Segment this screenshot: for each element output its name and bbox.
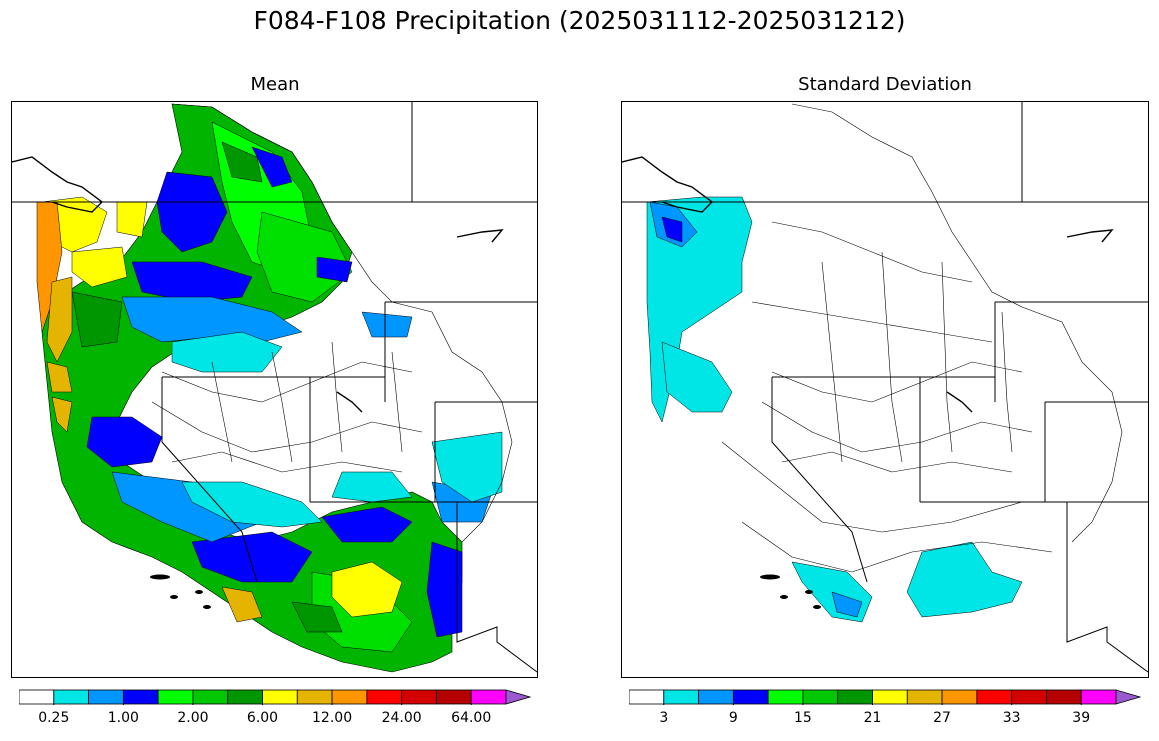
std-colorbar-bin (732, 689, 769, 705)
std-colorbar-bin (767, 689, 804, 705)
mean-colorbar-bin (505, 689, 532, 705)
mean-state-boundaries (12, 102, 537, 673)
std-colorbar-bin (837, 689, 873, 705)
std-colorbar (628, 689, 1142, 705)
mean-colorbar-label: 12.00 (312, 710, 353, 726)
mean-colorbar-labels: 0.25 1.00 2.00 6.00 12.00 24.00 64.00 (19, 710, 531, 730)
mean-colorbar-bin (470, 689, 507, 705)
std-colorbar-bin (698, 689, 734, 705)
mean-colorbar-bin (227, 689, 263, 705)
std-colorbar-label: 9 (728, 710, 738, 726)
mean-colorbar-bin (192, 689, 229, 705)
std-colorbar-bin (663, 689, 699, 705)
std-colorbar-bin (1046, 689, 1082, 705)
mean-colorbar-bin (262, 689, 298, 705)
std-colorbar-bin (906, 689, 943, 705)
mean-colorbar-label: 2.00 (177, 710, 209, 726)
mean-precip-fill (36, 103, 503, 673)
std-colorbar-bin (1011, 689, 1047, 705)
std-colorbar-labels: 3 9 15 21 27 33 39 (629, 710, 1141, 730)
std-colorbar-label: 39 (1072, 710, 1091, 726)
std-colorbar-bin (628, 689, 665, 705)
mean-coastline (12, 156, 504, 413)
mean-map (11, 101, 538, 678)
std-colorbar-label: 3 (659, 710, 669, 726)
std-colorbar-bin (976, 689, 1013, 705)
mean-colorbar-bin (53, 689, 89, 705)
std-panel-title: Standard Deviation (798, 74, 972, 95)
std-channel-islands (760, 574, 821, 609)
mean-colorbar-label: 64.00 (451, 710, 492, 726)
mean-colorbar-bin (296, 689, 333, 705)
mean-colorbar-label: 0.25 (38, 710, 70, 726)
std-state-boundaries (622, 102, 1148, 673)
std-precip-fill (646, 196, 1023, 623)
mean-colorbar-bin (331, 689, 368, 705)
mean-channel-islands (150, 574, 211, 609)
std-colorbar-bin (941, 689, 978, 705)
std-colorbar-label: 33 (1002, 710, 1021, 726)
std-basin-outlines (721, 103, 1123, 573)
mean-colorbar-bin (401, 689, 437, 705)
std-colorbar-bin (1115, 689, 1142, 705)
figure-title: F084-F108 Precipitation (2025031112-2025… (253, 6, 906, 35)
mean-colorbar (18, 689, 532, 705)
mean-colorbar-bin (122, 689, 159, 705)
mean-colorbar-label: 1.00 (107, 710, 139, 726)
mean-colorbar-bin (436, 689, 472, 705)
std-coastline (622, 156, 1114, 413)
std-colorbar-label: 27 (933, 710, 951, 726)
std-map (621, 101, 1149, 678)
mean-colorbar-bin (88, 689, 124, 705)
mean-colorbar-label: 6.00 (246, 710, 279, 726)
std-colorbar-bin (1080, 689, 1117, 705)
std-colorbar-bin (872, 689, 908, 705)
std-colorbar-bin (802, 689, 839, 705)
mean-colorbar-bin (366, 689, 403, 705)
mean-colorbar-bin (18, 689, 55, 705)
mean-colorbar-bin (157, 689, 194, 705)
mean-colorbar-label: 24.00 (381, 710, 422, 726)
std-colorbar-label: 15 (794, 710, 812, 726)
std-colorbar-label: 21 (863, 710, 882, 726)
mean-panel-title: Mean (250, 74, 300, 95)
